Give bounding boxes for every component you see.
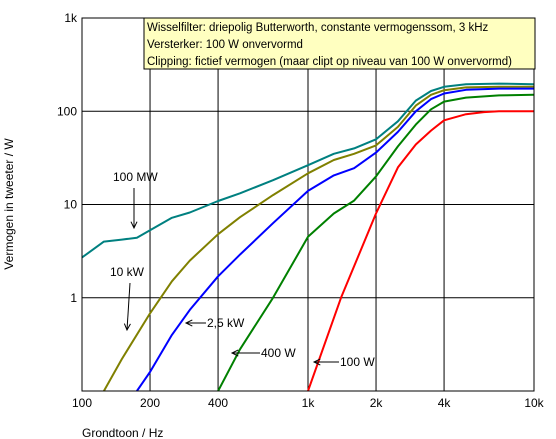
series-line-100-mw	[82, 82, 534, 259]
series-line-400-w	[217, 93, 534, 391]
info-line-amplifier: Versterker: 100 W onvervormd	[147, 39, 303, 51]
x-tick-label: 100	[72, 396, 92, 410]
y-tick-label: 100	[57, 104, 77, 118]
x-tick-label: 200	[140, 396, 160, 410]
y-axis-label: Vermogen in tweeter / W	[2, 138, 16, 270]
series-pointer-head-2-5-kw	[184, 319, 193, 327]
series-line-10-kw	[103, 85, 534, 391]
x-tick-labels: 100 200 400 1k 2k 4k 10k	[72, 396, 545, 410]
series-lines	[82, 82, 534, 391]
series-pointer-head-100-mw	[130, 221, 138, 230]
info-line-clipping: Clipping: fictief vermogen (maar clipt o…	[147, 56, 512, 68]
y-tick-label: 10	[64, 198, 78, 212]
y-tick-label: 1k	[64, 11, 78, 25]
y-tick-label: 1	[70, 291, 77, 305]
x-tick-label: 10k	[524, 396, 544, 410]
series-label-100-mw: 100 MW	[113, 170, 158, 184]
x-tick-label: 4k	[438, 396, 452, 410]
series-pointer-head-400-w	[230, 349, 239, 357]
x-tick-label: 400	[208, 396, 228, 410]
series-annotations: 100 MW 10 kW 2,5 kW 400 W 100 W	[110, 170, 375, 369]
info-box: Wisselfilter: driepolig Butterworth, con…	[143, 17, 536, 70]
info-line-filter: Wisselfilter: driepolig Butterworth, con…	[147, 22, 489, 34]
series-line-100-w	[307, 110, 534, 391]
x-axis-label: Grondtoon / Hz	[82, 426, 163, 439]
series-label-2-5-kw: 2,5 kW	[207, 316, 245, 330]
series-label-10-kw: 10 kW	[110, 265, 145, 279]
series-label-100-w: 100 W	[340, 355, 375, 369]
series-label-400-w: 400 W	[261, 346, 296, 360]
series-pointer-head-10-kw	[123, 323, 131, 332]
info-box-background	[143, 17, 536, 70]
series-pointer-head-100-w	[312, 358, 321, 366]
series-pointer-10-kw	[126, 282, 131, 331]
y-tick-labels: 1 10 100 1k	[57, 11, 78, 305]
x-tick-label: 1k	[302, 396, 316, 410]
series-line-2-5-kw	[136, 87, 534, 391]
x-tick-label: 2k	[370, 396, 384, 410]
